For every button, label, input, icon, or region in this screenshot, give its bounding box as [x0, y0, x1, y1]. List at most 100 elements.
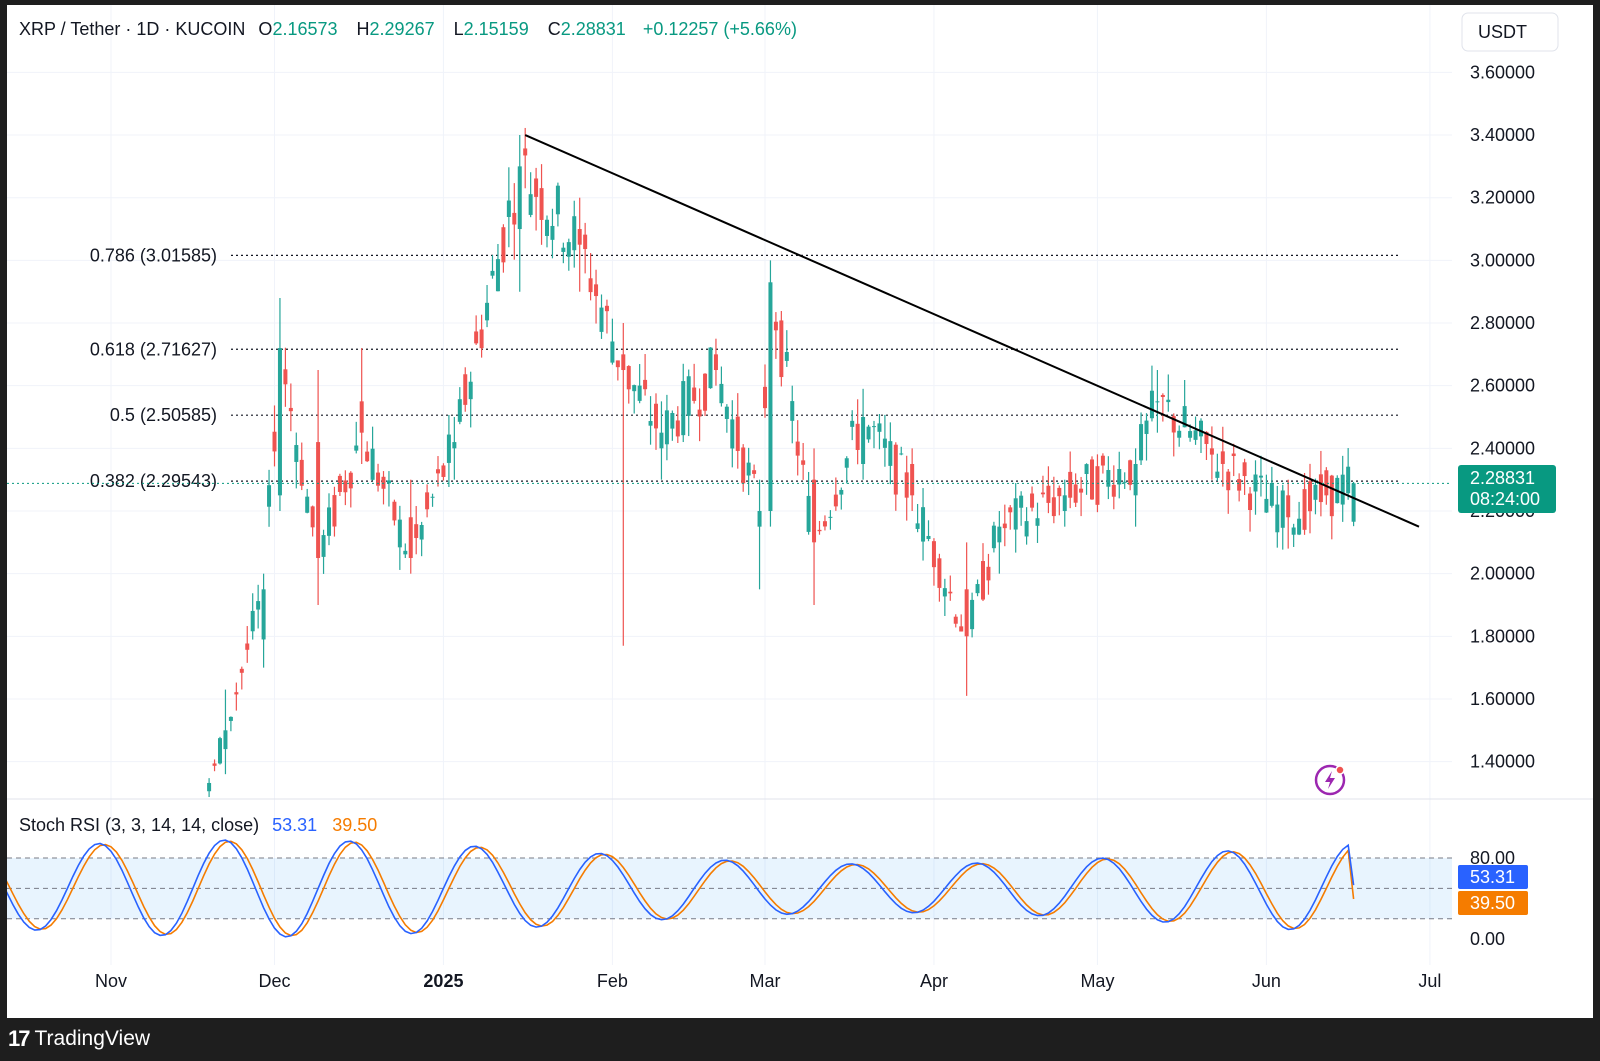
candle-body	[621, 354, 626, 371]
candle-body	[327, 507, 331, 536]
candle-body	[1117, 469, 1122, 485]
candle-body	[692, 387, 697, 401]
candle-body	[888, 441, 893, 466]
candle-body	[1324, 470, 1329, 496]
price-tick-label: 1.40000	[1470, 752, 1535, 772]
candle-body	[779, 320, 784, 378]
low-value: 2.15159	[464, 19, 529, 39]
tradingview-logo[interactable]: 17 TradingView	[8, 1026, 150, 1052]
candle-body	[446, 434, 451, 463]
candle-body	[975, 584, 980, 594]
candle-body	[1111, 484, 1116, 497]
candle-body	[1193, 430, 1198, 440]
candle-body	[675, 420, 680, 437]
candle-body	[599, 307, 604, 332]
candle-body	[370, 448, 375, 480]
candle-body	[626, 366, 631, 390]
candle-body	[1280, 490, 1285, 528]
candle-body	[784, 351, 789, 361]
time-tick-label: Jul	[1418, 971, 1441, 991]
candle-body	[670, 413, 675, 429]
candle-body	[1166, 399, 1171, 403]
symbol-label: XRP / Tether · 1D · KUCOIN	[19, 19, 245, 39]
candle-body	[719, 383, 724, 404]
candle-body	[337, 475, 342, 492]
candle-body	[757, 511, 762, 527]
price-tick-label: 2.60000	[1470, 376, 1535, 396]
candle-body	[1149, 390, 1154, 419]
candle-body	[904, 472, 909, 498]
candle-body	[817, 529, 822, 532]
stoch-d-tag: 39.50	[1458, 891, 1528, 915]
candle-body	[790, 401, 795, 421]
candle-body	[763, 386, 767, 409]
candle-body	[294, 445, 299, 462]
candle-body	[828, 516, 833, 518]
candle-body	[1040, 492, 1045, 495]
time-tick-label: Jun	[1252, 971, 1281, 991]
candle-body	[228, 716, 233, 721]
footer-bar: 17 TradingView	[0, 1018, 1600, 1061]
chart-canvas[interactable]: 0.786 (3.01585) 0.618 (2.71627) 0.5 (2.505…	[0, 5, 1593, 1018]
candle-body	[414, 524, 419, 539]
candle-body	[708, 347, 713, 389]
lightning-icon[interactable]	[1314, 764, 1346, 796]
candle-body	[485, 302, 490, 321]
candle-body	[408, 517, 413, 558]
candle-body	[1329, 475, 1334, 517]
candle-body	[1351, 483, 1356, 522]
candle-body	[376, 472, 381, 486]
candle-body	[866, 426, 871, 440]
candle-body	[970, 599, 975, 630]
candle-body	[272, 431, 277, 452]
candle-body	[1073, 484, 1078, 503]
currency-label: USDT	[1478, 22, 1527, 42]
candle-body	[1253, 474, 1258, 492]
price-tick-label: 2.40000	[1470, 438, 1535, 458]
candle-body	[697, 409, 702, 417]
ohlc-legend: XRP / Tether · 1D · KUCOIN O2.16573 H2.2…	[19, 19, 797, 39]
candle-body	[1237, 479, 1242, 491]
candle-body	[463, 374, 468, 405]
currency-button[interactable]: USDT	[1461, 12, 1559, 52]
candle-body	[893, 444, 898, 495]
fib-level-label: 0.786 (3.01585)	[90, 245, 217, 265]
candle-body	[654, 403, 658, 429]
candle-body	[430, 496, 435, 498]
candle-body	[703, 373, 708, 411]
candle-body	[594, 284, 599, 297]
stoch-tick-label: 80.00	[1470, 848, 1515, 868]
candle-body	[583, 234, 588, 250]
candle-body	[332, 495, 337, 527]
candle-body	[981, 561, 985, 600]
time-tick-label: 2025	[423, 971, 463, 991]
candle-body	[899, 453, 904, 455]
candle-body	[397, 519, 402, 548]
candle-body	[348, 472, 353, 489]
candle-body	[806, 495, 811, 532]
candle-body	[1051, 497, 1056, 517]
candle-body	[1215, 471, 1220, 478]
candle-body	[861, 417, 866, 465]
trendline[interactable]	[524, 134, 1420, 528]
candle-body	[610, 341, 615, 363]
candle-body	[964, 589, 969, 637]
candle-body	[1242, 462, 1247, 477]
candle-body	[959, 626, 964, 632]
stoch-k-line	[0, 839, 1355, 938]
fib-level-label: 0.618 (2.71627)	[90, 339, 217, 359]
candle-body	[1297, 518, 1302, 535]
candle-body	[566, 242, 571, 257]
candle-body	[512, 212, 517, 225]
candle-body	[839, 489, 844, 495]
candle-body	[1013, 498, 1018, 530]
candle-body	[572, 216, 577, 251]
price-axis[interactable]: 3.60000 3.40000 3.20000 3.00000 2.80000 2.600…	[1470, 62, 1535, 771]
candle-body	[1199, 420, 1203, 437]
candle-body	[425, 492, 430, 510]
candle-body	[681, 381, 686, 436]
candle-body	[457, 399, 462, 422]
candle-body	[1313, 484, 1318, 500]
stoch-k-tag: 53.31	[1458, 865, 1528, 889]
time-axis[interactable]: Nov Dec 2025 Feb Mar Apr May Jun Jul	[95, 971, 1441, 991]
